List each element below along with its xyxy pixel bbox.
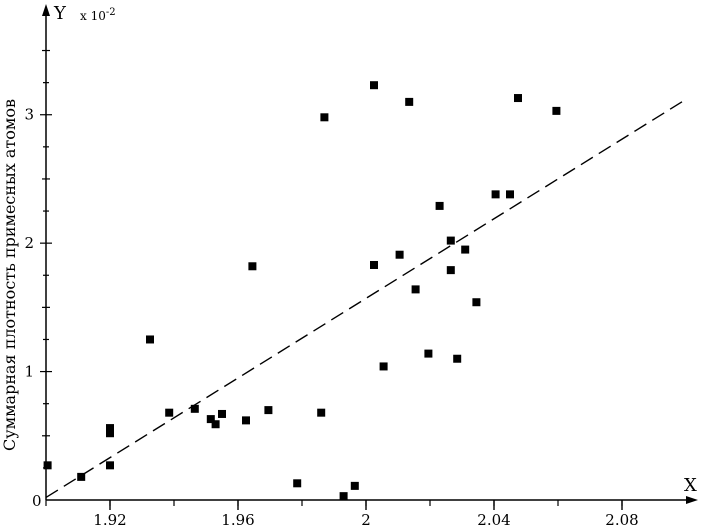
data-point (424, 349, 433, 358)
data-point (370, 81, 378, 90)
x-tick-label: 1.96 (221, 511, 254, 526)
side-label: Суммарная плотность примесных атомов (0, 99, 19, 451)
x-tick-label: 1.92 (93, 511, 126, 526)
data-point (320, 113, 329, 122)
data-point (106, 424, 114, 433)
data-point (379, 362, 388, 371)
data-point (491, 190, 500, 199)
data-point (446, 266, 455, 275)
data-point (165, 408, 174, 417)
data-point (461, 245, 470, 254)
y-axis-label: Y (53, 3, 67, 24)
x-ticks: 1.92 1.96 2 2.04 2.08 (45, 500, 639, 526)
data-point (218, 409, 226, 418)
data-point (211, 420, 220, 429)
data-point (370, 260, 378, 269)
data-point (552, 106, 561, 115)
x-axis-arrow (686, 496, 698, 504)
x-tick-label: 2.04 (477, 511, 510, 526)
y-ticks: 1 2 3 (24, 49, 52, 469)
y-tick-label: 3 (24, 106, 34, 124)
y-tick-label: 1 (24, 363, 34, 381)
data-point (77, 472, 86, 481)
data-point (106, 429, 114, 438)
data-point (453, 354, 462, 363)
data-point (405, 97, 414, 106)
x-axis-label: X (684, 475, 697, 496)
data-point (446, 236, 455, 245)
y-tick-label: 2 (24, 234, 34, 252)
x-tick-label: 2.08 (605, 511, 638, 526)
fit-line (45, 98, 687, 499)
data-point (264, 406, 273, 415)
data-point (350, 481, 359, 490)
data-point (146, 335, 154, 344)
data-point (395, 250, 404, 259)
data-point (248, 262, 257, 271)
y-multiplier: x 10-2 (80, 7, 116, 23)
data-point (506, 190, 514, 199)
data-point (206, 415, 215, 424)
data-point (411, 285, 420, 294)
data-point (435, 201, 444, 210)
data-point (242, 416, 250, 425)
data-points (43, 81, 561, 501)
x-tick-label: 2 (361, 511, 371, 526)
fit-line-group (45, 98, 687, 499)
data-point (190, 404, 199, 413)
axes (42, 4, 698, 504)
data-point (339, 492, 348, 501)
data-point (293, 479, 302, 488)
data-point (514, 94, 522, 103)
origin-label: 0 (32, 492, 42, 510)
data-point (472, 298, 481, 307)
y-axis-arrow (42, 4, 50, 16)
data-point (106, 461, 114, 470)
data-point (43, 461, 52, 470)
data-point (317, 408, 326, 417)
